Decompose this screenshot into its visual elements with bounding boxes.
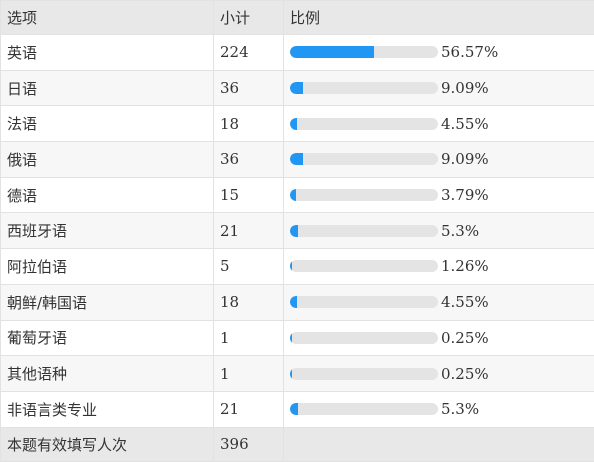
footer-empty-cell <box>284 427 594 461</box>
ratio-cell: 4.55% <box>284 106 594 142</box>
ratio-cell: 0.25% <box>284 356 594 392</box>
option-label: 德语 <box>1 177 214 213</box>
option-count: 18 <box>214 106 284 142</box>
percent-label: 0.25% <box>441 365 489 383</box>
column-header-option: 选项 <box>1 1 214 35</box>
ratio-bar-group: 4.55% <box>290 115 594 133</box>
option-count: 1 <box>214 356 284 392</box>
progress-bar-track <box>290 368 438 380</box>
option-count: 18 <box>214 284 284 320</box>
percent-label: 9.09% <box>441 79 489 97</box>
ratio-bar-group: 5.3% <box>290 400 594 418</box>
progress-bar-fill <box>290 189 296 201</box>
percent-label: 3.79% <box>441 186 489 204</box>
ratio-bar-group: 1.26% <box>290 257 594 275</box>
ratio-bar-group: 56.57% <box>290 43 594 61</box>
percent-label: 5.3% <box>441 222 479 240</box>
ratio-bar-group: 4.55% <box>290 293 594 311</box>
ratio-cell: 1.26% <box>284 249 594 285</box>
option-label: 其他语种 <box>1 356 214 392</box>
progress-bar-track <box>290 153 438 165</box>
option-count: 21 <box>214 391 284 427</box>
column-header-count: 小计 <box>214 1 284 35</box>
ratio-cell: 4.55% <box>284 284 594 320</box>
option-count: 224 <box>214 35 284 71</box>
option-label: 阿拉伯语 <box>1 249 214 285</box>
progress-bar-track <box>290 46 438 58</box>
ratio-bar-group: 0.25% <box>290 329 594 347</box>
percent-label: 0.25% <box>441 329 489 347</box>
progress-bar-fill <box>290 225 298 237</box>
ratio-bar-group: 0.25% <box>290 365 594 383</box>
percent-label: 56.57% <box>441 43 498 61</box>
progress-bar-track <box>290 332 438 344</box>
progress-bar-track <box>290 189 438 201</box>
ratio-cell: 9.09% <box>284 142 594 178</box>
progress-bar-fill <box>290 82 303 94</box>
ratio-cell: 56.57% <box>284 35 594 71</box>
percent-label: 4.55% <box>441 293 489 311</box>
progress-bar-fill <box>290 153 303 165</box>
option-label: 法语 <box>1 106 214 142</box>
progress-bar-track <box>290 225 438 237</box>
ratio-cell: 3.79% <box>284 177 594 213</box>
option-label: 日语 <box>1 70 214 106</box>
percent-label: 1.26% <box>441 257 489 275</box>
progress-bar-track <box>290 296 438 308</box>
option-count: 36 <box>214 142 284 178</box>
option-label: 英语 <box>1 35 214 71</box>
ratio-bar-group: 5.3% <box>290 222 594 240</box>
progress-bar-fill <box>290 118 297 130</box>
progress-bar-fill <box>290 260 292 272</box>
option-count: 21 <box>214 213 284 249</box>
progress-bar-fill <box>290 368 292 380</box>
ratio-bar-group: 3.79% <box>290 186 594 204</box>
option-label: 西班牙语 <box>1 213 214 249</box>
option-label: 非语言类专业 <box>1 391 214 427</box>
option-count: 5 <box>214 249 284 285</box>
option-label: 葡萄牙语 <box>1 320 214 356</box>
ratio-cell: 5.3% <box>284 391 594 427</box>
percent-label: 5.3% <box>441 400 479 418</box>
footer-row: 本题有效填写人次 396 <box>1 427 594 461</box>
option-label: 俄语 <box>1 142 214 178</box>
progress-bar-track <box>290 118 438 130</box>
ratio-bar-group: 9.09% <box>290 79 594 97</box>
progress-bar-track <box>290 260 438 272</box>
ratio-cell: 5.3% <box>284 213 594 249</box>
progress-bar-fill <box>290 296 297 308</box>
percent-label: 9.09% <box>441 150 489 168</box>
progress-bar-fill <box>290 403 298 415</box>
option-label: 朝鲜/韩国语 <box>1 284 214 320</box>
progress-bar-fill <box>290 332 292 344</box>
option-count: 36 <box>214 70 284 106</box>
total-label: 本题有效填写人次 <box>1 427 214 461</box>
column-header-ratio: 比例 <box>284 1 594 35</box>
header-row: 选项 小计 比例 <box>1 1 594 35</box>
ratio-bar-group: 9.09% <box>290 150 594 168</box>
ratio-cell: 9.09% <box>284 70 594 106</box>
progress-bar-fill <box>290 46 374 58</box>
option-count: 1 <box>214 320 284 356</box>
percent-label: 4.55% <box>441 115 489 133</box>
ratio-cell: 0.25% <box>284 320 594 356</box>
progress-bar-track <box>290 82 438 94</box>
total-count: 396 <box>214 427 284 461</box>
option-count: 15 <box>214 177 284 213</box>
progress-bar-track <box>290 403 438 415</box>
